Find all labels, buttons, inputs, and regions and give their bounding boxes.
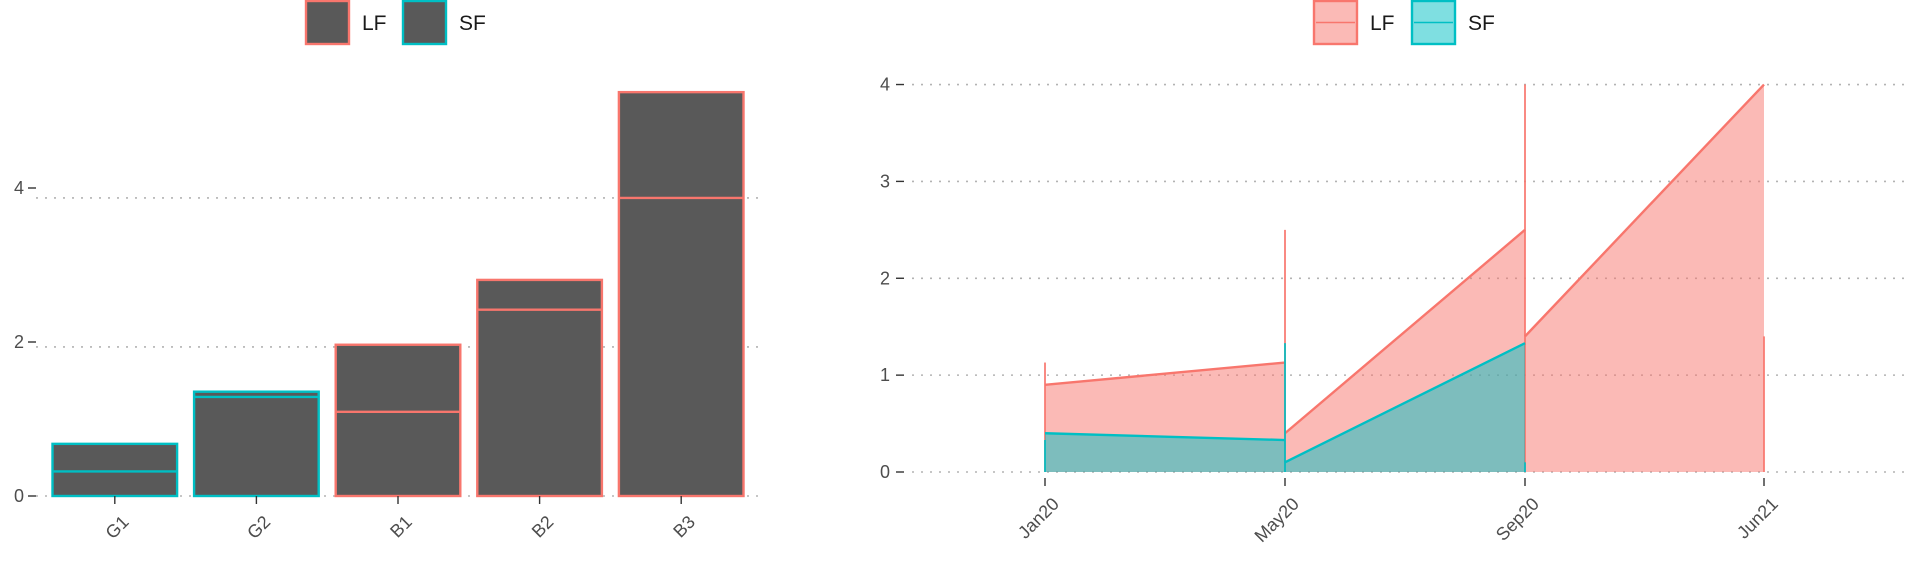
x-tick-label: Sep20 [1492, 494, 1543, 545]
bar-g1 [51, 442, 179, 498]
bar-chart-y-axis: 0 2 4 [14, 178, 36, 506]
x-tick-label: B3 [669, 512, 699, 542]
area-sf-segment [1045, 433, 1285, 472]
line-lf-segment [1284, 228, 1526, 435]
bar-chart-x-axis: G1 G2 B1 B2 B3 [102, 496, 699, 543]
y-tick-label: 3 [880, 171, 890, 191]
area-chart-areas [1044, 83, 1765, 472]
legend-label-lf: LF [362, 12, 387, 35]
x-tick-label: B1 [386, 512, 416, 542]
line-sf-segment [1044, 432, 1286, 442]
y-tick-label: 4 [880, 75, 890, 95]
x-tick-label: B2 [528, 512, 558, 542]
x-tick-label: Jun21 [1733, 494, 1782, 543]
area-chart: LF SF 0 1 2 3 4 Jan20 May20 Sep20 Jun21 [880, 0, 1910, 546]
area-sf-segment [1285, 343, 1525, 472]
line-lf-segment [1044, 361, 1286, 387]
x-tick-label: Jan20 [1014, 494, 1063, 543]
legend-key-sf [401, 0, 448, 46]
x-tick-label: G2 [243, 512, 274, 543]
bar-chart-legend: LF SF [304, 0, 486, 46]
bar-b2 [476, 278, 604, 498]
line-sf-segment [1284, 342, 1526, 464]
x-tick-label: May20 [1251, 494, 1303, 546]
area-chart-y-axis: 0 1 2 3 4 [880, 75, 904, 482]
y-tick-label: 2 [14, 332, 24, 352]
y-tick-label: 0 [880, 462, 890, 482]
legend-label-sf: SF [1468, 12, 1495, 35]
bar-g2 [192, 390, 320, 498]
bar-chart: LF SF 0 2 4 G1 G2 B1 B2 B3 [14, 0, 760, 543]
bar-chart-bars [51, 90, 745, 498]
bar-b1 [334, 343, 462, 498]
y-tick-label: 0 [14, 486, 24, 506]
y-tick-label: 1 [880, 365, 890, 385]
y-tick-label: 2 [880, 268, 890, 288]
y-tick-label: 4 [14, 178, 24, 198]
legend-label-lf: LF [1370, 12, 1395, 35]
line-lf-segment [1524, 83, 1765, 338]
area-lf-segment [1525, 84, 1764, 472]
area-chart-x-axis: Jan20 May20 Sep20 Jun21 [1014, 478, 1782, 546]
area-chart-legend: LF SF [1312, 0, 1495, 46]
legend-key-lf [304, 0, 351, 46]
bar-b3 [617, 90, 745, 498]
x-tick-label: G1 [102, 512, 133, 543]
legend-label-sf: SF [459, 12, 486, 35]
